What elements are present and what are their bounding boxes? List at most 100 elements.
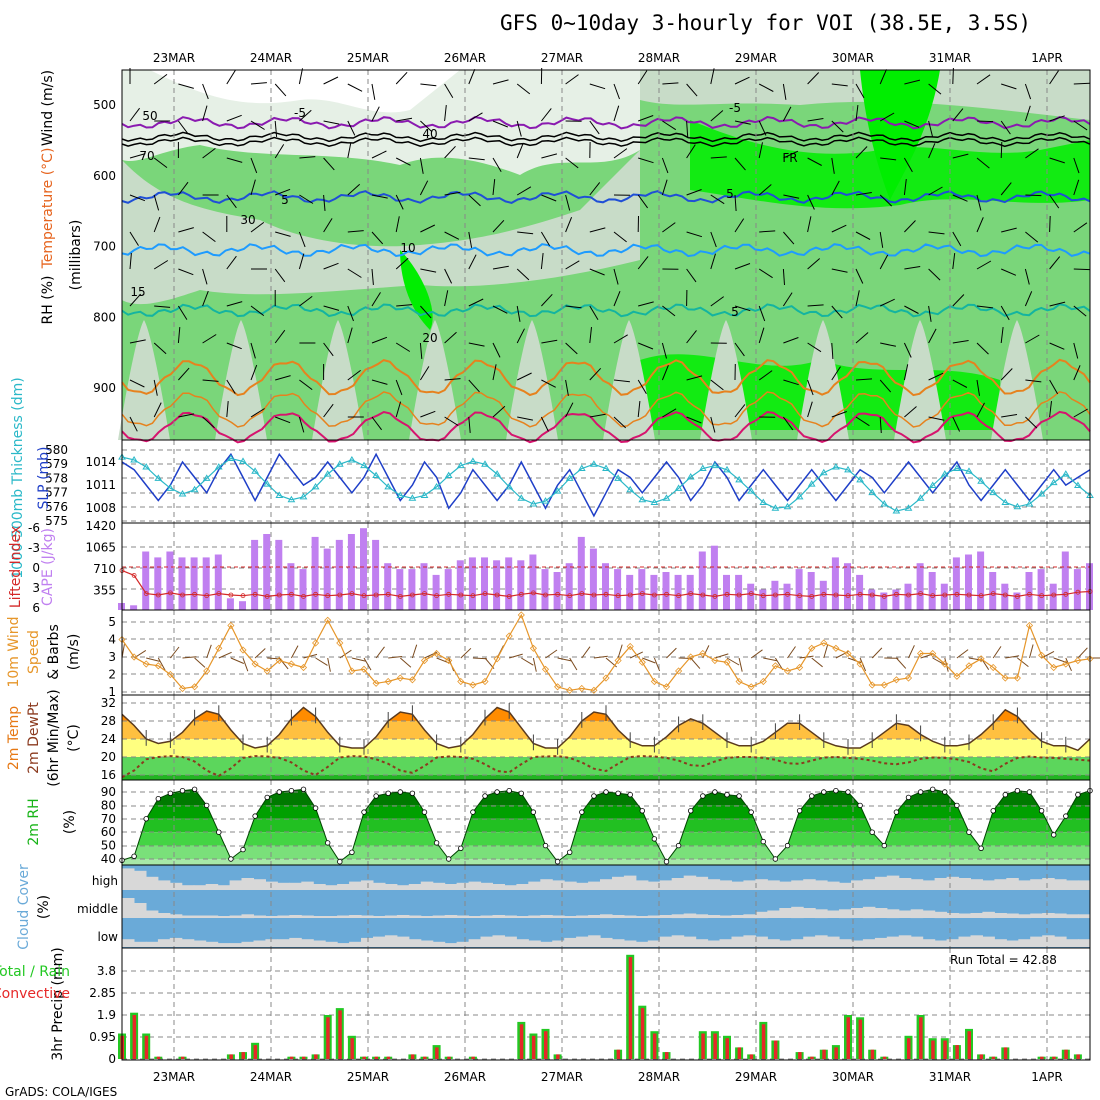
cloud-mid-bar [1018, 914, 1031, 919]
wind10-tick: 2 [108, 668, 116, 682]
date-label-top: 24MAR [250, 51, 292, 65]
wind-barb [420, 305, 432, 319]
cape-tick: 1420 [85, 519, 116, 533]
wind-barb [565, 379, 569, 396]
wind-barb [202, 147, 216, 159]
isotherm-20 [121, 358, 1091, 397]
li-point [591, 592, 597, 598]
cloud-low-bar [588, 935, 601, 947]
cape-bar [747, 583, 755, 610]
wind-barb [153, 402, 162, 418]
wind-barb [1000, 141, 1003, 159]
rh2m-point [990, 808, 996, 814]
cloud-mid-bar [349, 915, 362, 918]
cloud-high-bar [217, 885, 231, 890]
precip-conv-bar [1076, 1054, 1080, 1059]
rh2m-point [1050, 832, 1057, 838]
wind-barb [952, 153, 969, 159]
li-point [301, 594, 306, 599]
wind10-barb [569, 657, 578, 671]
wind-barb [444, 416, 459, 426]
wind-barb [299, 109, 312, 122]
wind-barb [129, 194, 146, 202]
wind-barb [347, 305, 354, 322]
rh2m-point [1038, 808, 1045, 814]
li-point [167, 590, 173, 596]
cloud-low-bar [958, 936, 971, 947]
wind-barb [202, 231, 216, 243]
wind-barb [1073, 408, 1088, 418]
temp-ylabel-line: 2m DewPt [26, 702, 42, 774]
cloud-low-bar [623, 940, 637, 947]
li-point [313, 591, 319, 597]
wind-barb [323, 342, 334, 357]
wind10-point [239, 646, 247, 654]
thickness-line [121, 456, 1091, 512]
cloud-low-bar [1042, 935, 1055, 947]
cloud-high-bar [695, 876, 709, 890]
rh2m-point [760, 838, 766, 845]
wind-barb [928, 268, 941, 281]
wind-barb [831, 157, 835, 174]
cloud-high-bar [588, 881, 601, 890]
thickness-point [662, 494, 671, 501]
contour-label: 40 [422, 127, 437, 141]
thickness-point [299, 492, 308, 500]
cloud-high-bar [361, 880, 374, 890]
li-point [1015, 594, 1020, 599]
cloud-mid-bar [707, 915, 721, 918]
thickness-point [698, 464, 707, 471]
cape-bar [626, 574, 634, 610]
wind-barb [1073, 82, 1090, 85]
cloud-low-bar [289, 937, 302, 947]
wind10-point [360, 665, 368, 673]
rh2m-tick: 70 [101, 812, 116, 826]
li-point [155, 592, 161, 598]
thickness-point [1037, 490, 1046, 497]
wind-barb [904, 305, 919, 314]
wind-barb [468, 231, 473, 248]
wind-barb [1049, 256, 1061, 270]
rh-very-dry [150, 70, 460, 113]
cloud-mid-bar [420, 916, 434, 918]
wind-barb [976, 305, 993, 309]
wind-barb [347, 120, 356, 136]
cloud-mid-bar [373, 916, 386, 918]
cape-bar [396, 569, 404, 610]
rh2m-point [240, 846, 246, 853]
slp-tick: 1014 [85, 455, 116, 469]
cloud-mid-bar [516, 916, 529, 918]
date-label-bottom: 29MAR [735, 1070, 777, 1084]
wind-barb [831, 411, 847, 418]
wind10-point [372, 679, 380, 687]
cloud-high-bar [337, 884, 350, 890]
rh2m-point [1002, 792, 1008, 798]
wind-barb [976, 342, 989, 355]
cloud-mid-bar [396, 915, 410, 918]
cloud-high-bar [671, 878, 685, 890]
wind-barb [541, 153, 558, 159]
wind-barb [274, 144, 285, 159]
cape-bar [130, 605, 138, 610]
precip-conv-bar [761, 1024, 766, 1059]
wind-barb [178, 367, 190, 381]
rh2m-point [409, 790, 416, 796]
cape-tick: 1065 [85, 541, 116, 555]
li-point [664, 591, 669, 597]
precip-conv-bar [132, 1015, 137, 1059]
wind-barb [855, 290, 860, 307]
wind-barb [879, 112, 895, 122]
wind10-barb [267, 657, 282, 660]
li-tick: 6 [32, 601, 40, 615]
wind-barb [1049, 215, 1051, 233]
cape-bar [795, 569, 803, 610]
cloud-low-bar [145, 941, 159, 947]
wind-barb [783, 231, 795, 245]
cloud-mid-bar [289, 915, 302, 918]
wind10-point [263, 667, 271, 675]
li-point [748, 591, 754, 596]
wind10-point [1038, 651, 1046, 659]
cape-bar [360, 528, 367, 610]
thickness-point [1049, 478, 1058, 486]
